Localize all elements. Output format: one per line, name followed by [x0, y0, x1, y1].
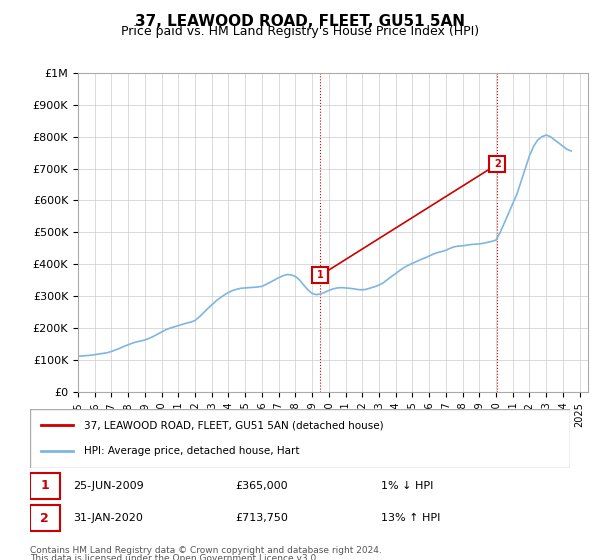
- Text: 31-JAN-2020: 31-JAN-2020: [73, 513, 143, 523]
- Text: 13% ↑ HPI: 13% ↑ HPI: [381, 513, 440, 523]
- Text: 1: 1: [317, 270, 323, 281]
- Text: 1% ↓ HPI: 1% ↓ HPI: [381, 481, 433, 491]
- FancyBboxPatch shape: [30, 473, 60, 498]
- Text: 1: 1: [40, 479, 49, 492]
- Text: 2: 2: [494, 159, 501, 169]
- Text: 37, LEAWOOD ROAD, FLEET, GU51 5AN (detached house): 37, LEAWOOD ROAD, FLEET, GU51 5AN (detac…: [84, 420, 383, 430]
- Text: 37, LEAWOOD ROAD, FLEET, GU51 5AN: 37, LEAWOOD ROAD, FLEET, GU51 5AN: [135, 14, 465, 29]
- Text: Contains HM Land Registry data © Crown copyright and database right 2024.: Contains HM Land Registry data © Crown c…: [30, 546, 382, 555]
- Text: Price paid vs. HM Land Registry's House Price Index (HPI): Price paid vs. HM Land Registry's House …: [121, 25, 479, 38]
- Text: 2: 2: [40, 512, 49, 525]
- FancyBboxPatch shape: [30, 505, 60, 531]
- Text: 25-JUN-2009: 25-JUN-2009: [73, 481, 144, 491]
- Text: This data is licensed under the Open Government Licence v3.0.: This data is licensed under the Open Gov…: [30, 554, 319, 560]
- Text: £713,750: £713,750: [235, 513, 288, 523]
- Text: £365,000: £365,000: [235, 481, 288, 491]
- Text: HPI: Average price, detached house, Hart: HPI: Average price, detached house, Hart: [84, 446, 299, 456]
- FancyBboxPatch shape: [30, 409, 570, 468]
